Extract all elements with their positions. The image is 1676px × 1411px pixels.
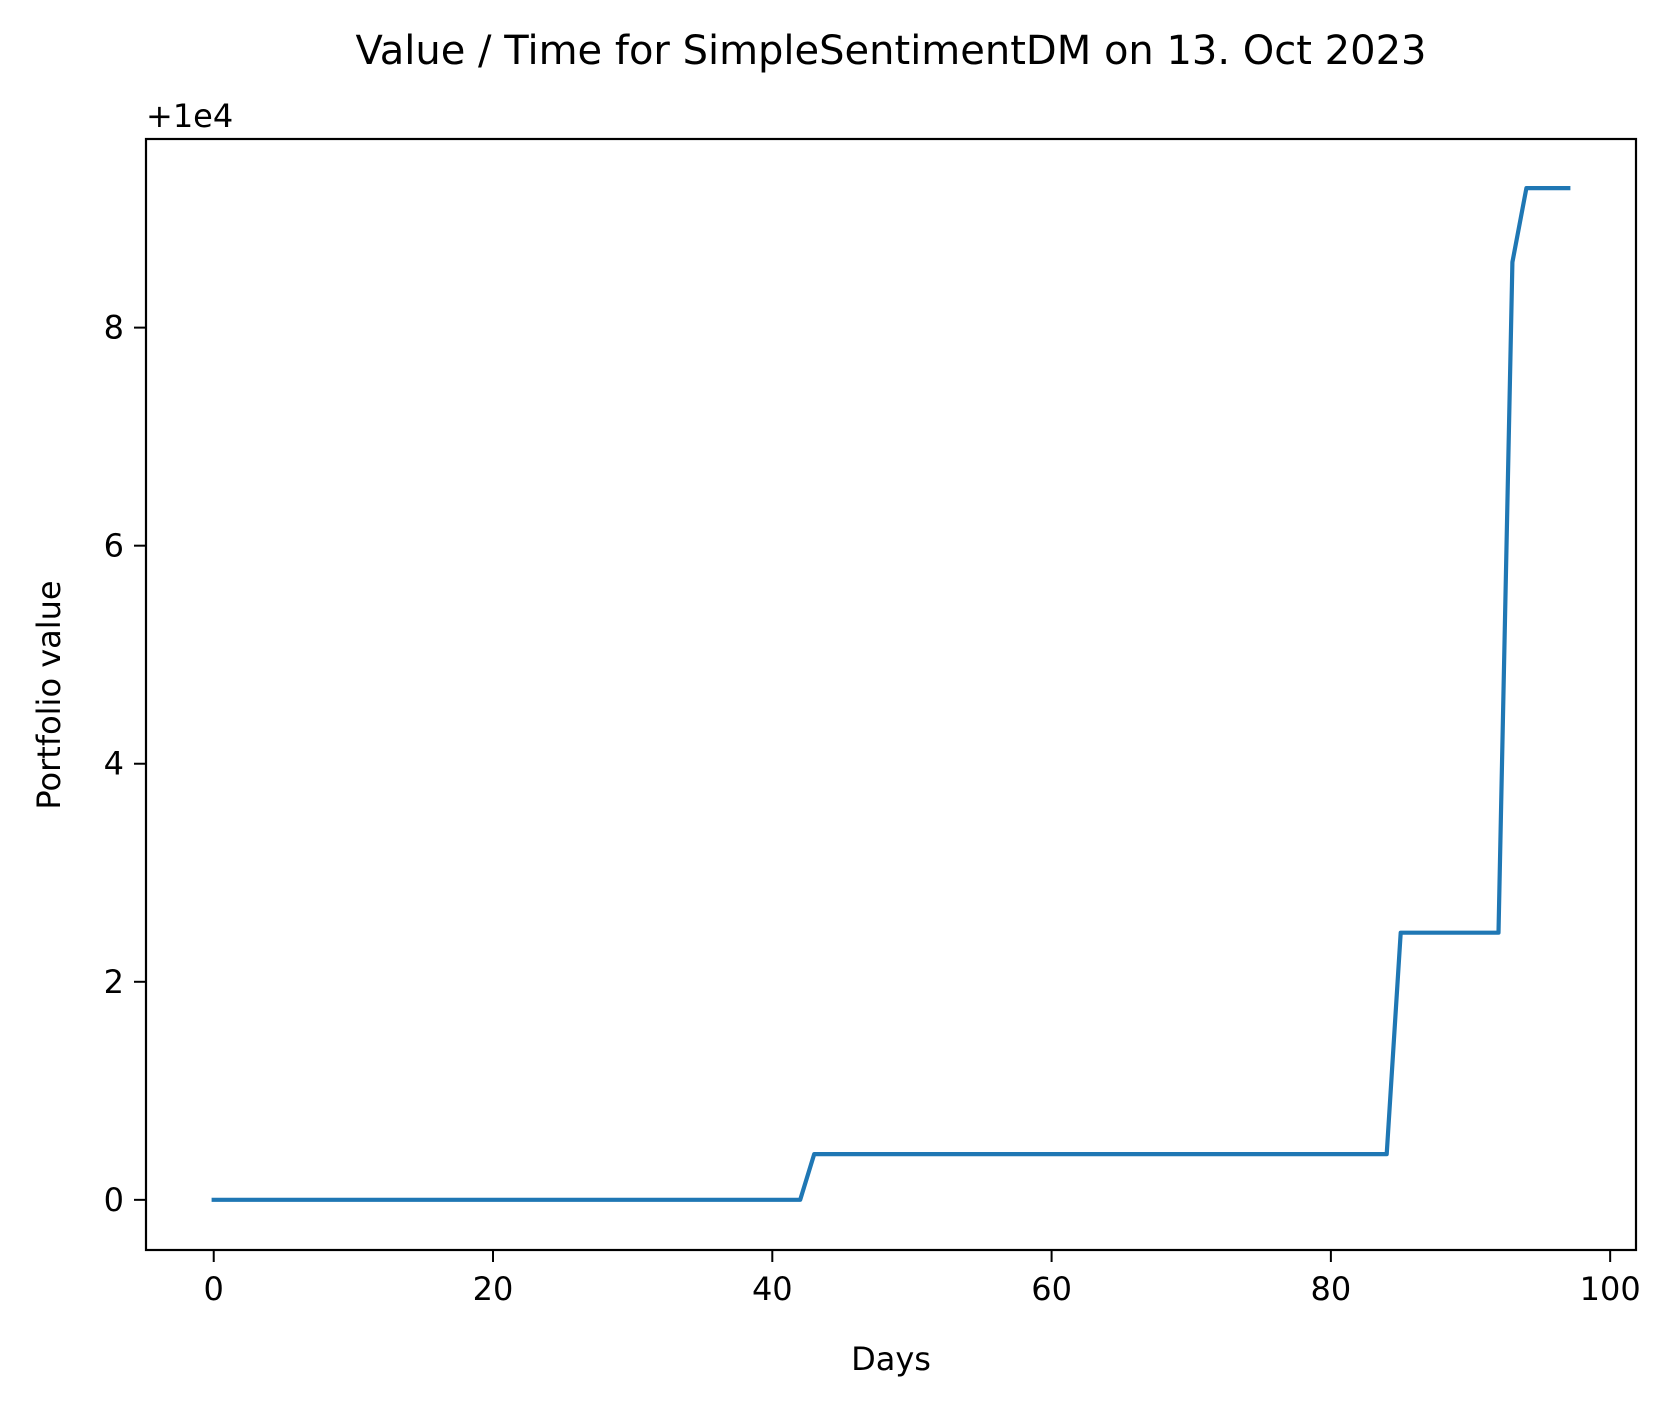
x-tick-label: 40 [752, 1270, 793, 1308]
x-ticks: 0 20 40 60 80 100 [204, 1250, 1641, 1308]
y-tick-label: 0 [104, 1181, 124, 1219]
plot-frame [144, 137, 1638, 1252]
x-tick-label: 20 [473, 1270, 514, 1308]
y-offset-label: +1e4 [146, 97, 233, 135]
series-line [211, 186, 1571, 1202]
y-tick-label: 2 [104, 963, 124, 1001]
y-tick-label: 6 [104, 527, 124, 565]
y-axis-label: Portfolio value [30, 580, 68, 809]
y-ticks: 0 2 4 6 8 [104, 309, 146, 1219]
x-tick-label: 0 [204, 1270, 224, 1308]
series-group [211, 186, 1571, 1202]
x-tick-label: 100 [1580, 1270, 1641, 1308]
y-tick-label: 4 [104, 745, 124, 783]
x-tick-label: 60 [1031, 1270, 1072, 1308]
y-tick-label: 8 [104, 309, 124, 347]
x-axis-label: Days [851, 1340, 931, 1378]
chart-title: Value / Time for SimpleSentimentDM on 13… [356, 28, 1427, 74]
x-tick-label: 80 [1311, 1270, 1352, 1308]
